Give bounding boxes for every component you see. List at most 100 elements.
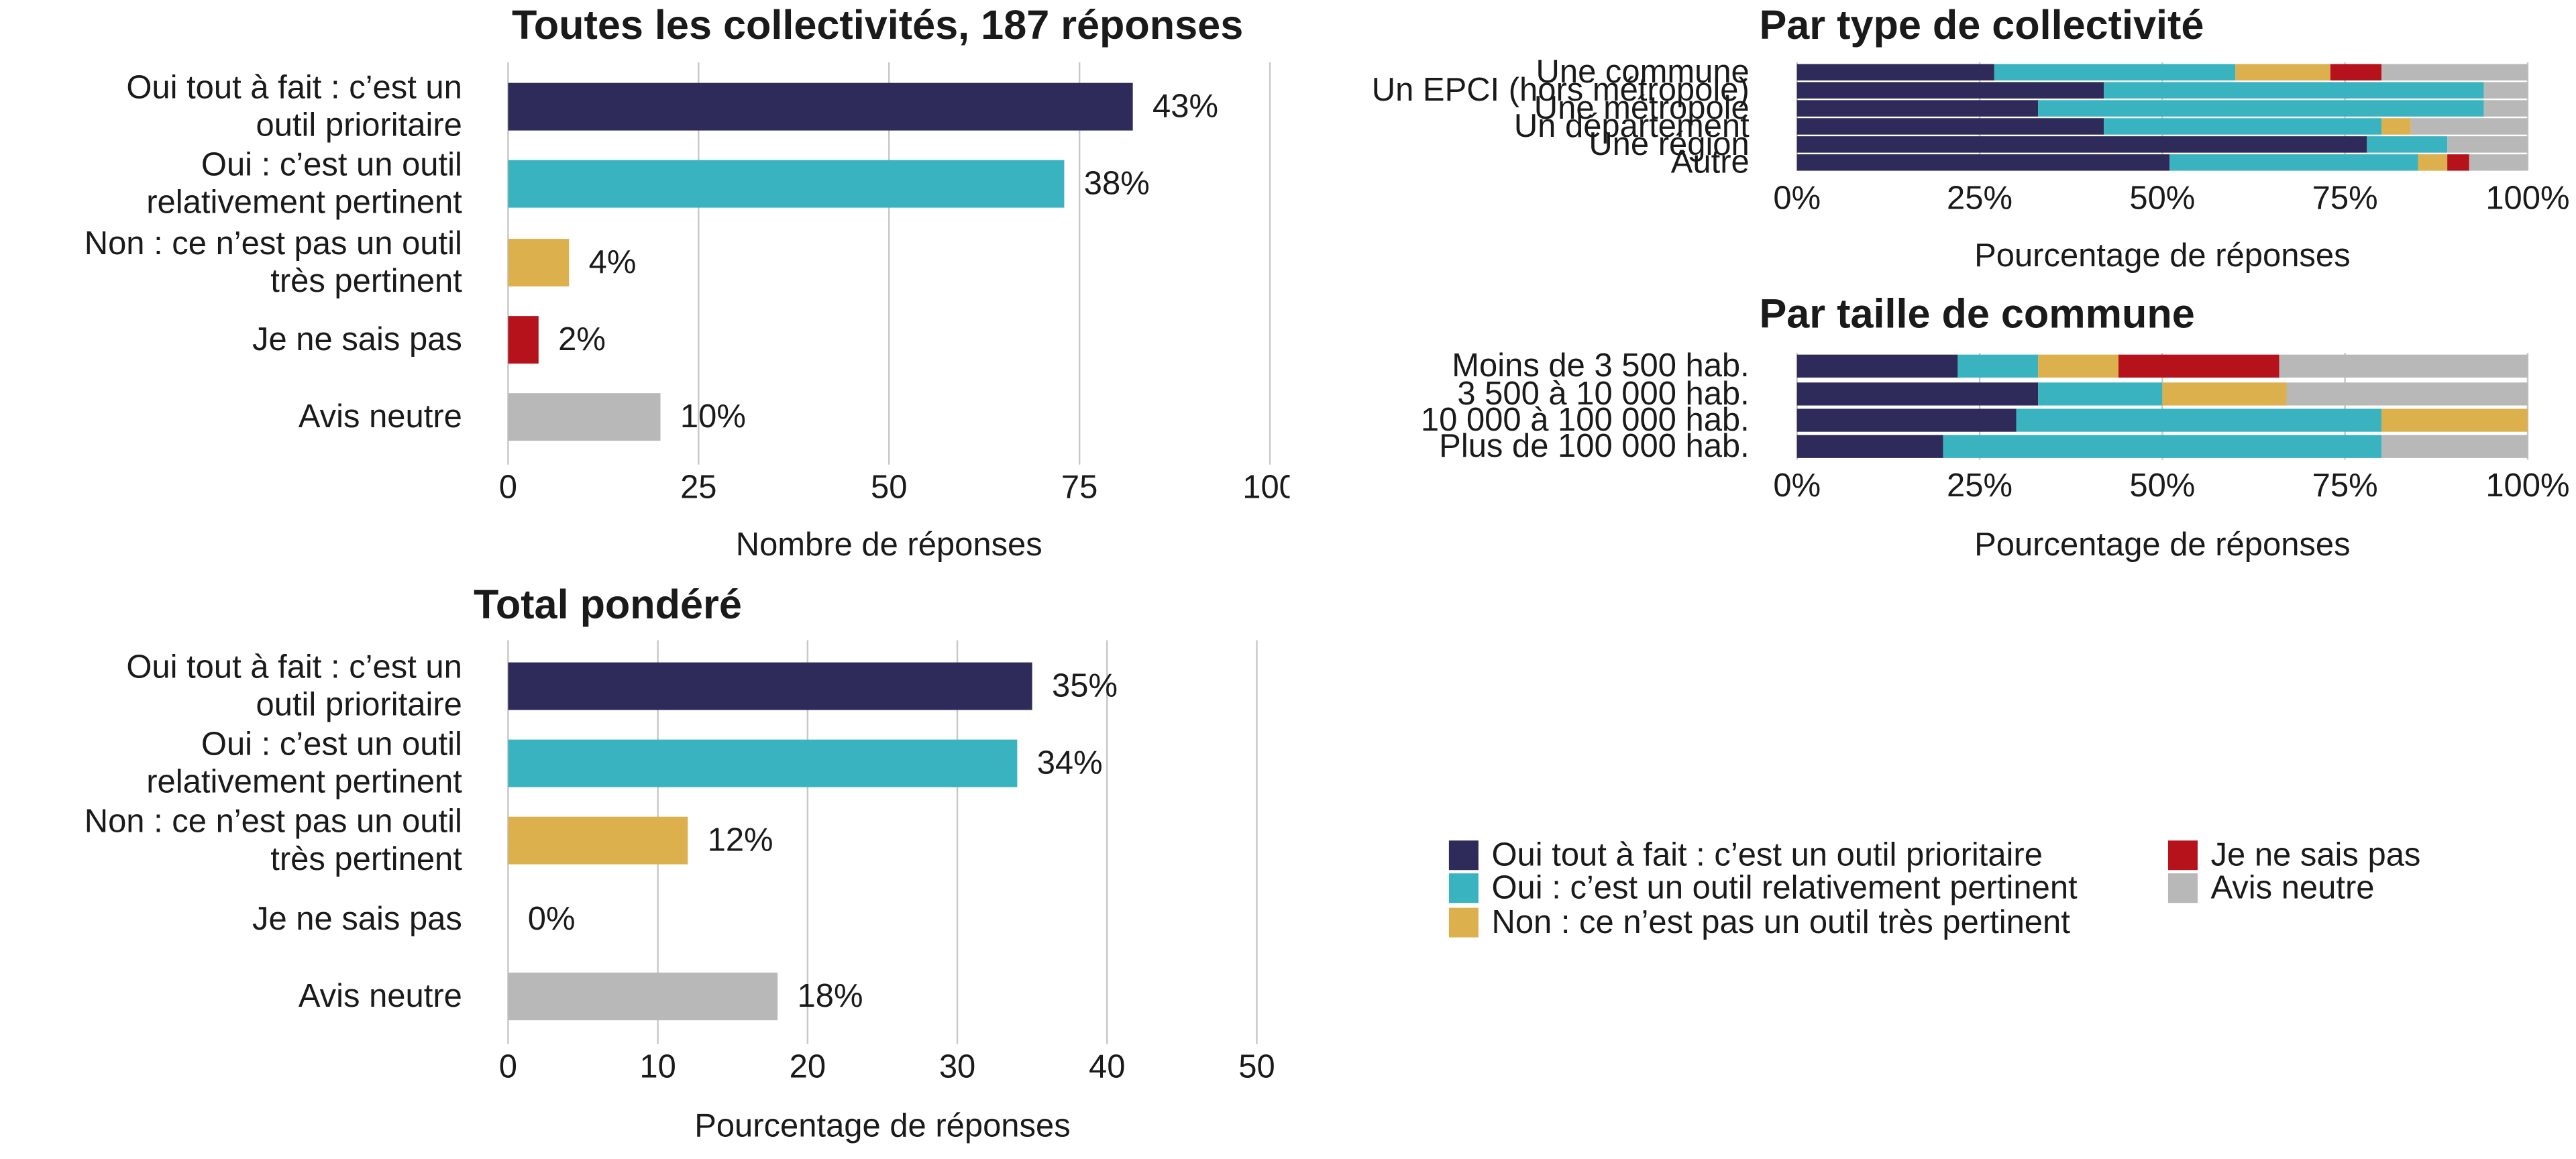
bar-segment [2038,100,2484,117]
value-label: 43% [1152,88,1218,124]
bar-segment [1943,435,2382,458]
x-tick-label: 100% [2485,467,2569,504]
x-axis-label: Pourcentage de réponses [1974,527,2350,563]
chart-panel: 0% 25% 50% 75% 100% Par taille de commune Pour… [1421,291,2570,563]
x-axis-label: Pourcentage de réponses [1974,237,2350,274]
bar-segment [1796,435,1943,458]
bar [508,662,1032,710]
bar-segment [2038,382,2163,406]
category-label: Je ne sais pas [252,321,462,357]
x-tick-label: 50% [2129,467,2195,504]
value-label: 38% [1084,166,1150,202]
x-ticks: 0 10 20 30 40 50 [499,1048,1275,1085]
category-label: Oui tout à fait : c’est un outil priorita… [126,69,462,143]
bar-segment [1796,118,2104,135]
x-tick-label: 0% [1773,467,1821,504]
chart-panel: 0% 25% 50% 75% 100% Par type de collectivité P… [1372,2,2570,274]
bar-segment [2016,408,2382,432]
chart-panel: 0 10 20 30 40 50 Total pondéré Pourcentage de r… [85,582,1275,1144]
chart-panel: 0 25 50 75 100 Toutes les collectivités, 187 … [85,2,1297,563]
bar-segment [1994,64,2236,80]
chart-title: Par type de collectivité [1759,2,2204,48]
legend-label: Oui tout à fait : c’est un outil priorit… [1492,837,2043,873]
category-label: Une métropole [1534,90,1750,126]
bar-segment [2169,154,2418,171]
x-tick-label: 50% [2129,180,2195,217]
x-tick-label: 75 [1061,469,1097,505]
bar-segment [2381,64,2528,80]
legend-label: Avis neutre [2211,870,2375,906]
category-label: Oui : c’est un outil relativement pertine… [146,726,462,799]
bar-segment [1796,382,2039,406]
x-tick-label: 25% [1947,180,2012,217]
legend-label: Je ne sais pas [2211,837,2421,873]
bar-segment [1796,82,2104,99]
bar [508,316,539,364]
category-label: Un EPCI (hors métropole) [1372,72,1750,108]
category-label: Non : ce n’est pas un outil très pertinen… [85,803,463,877]
x-tick-label: 20 [790,1048,826,1085]
category-label: Autre [1671,144,1750,180]
bar-segment [1796,354,1958,378]
x-tick-label: 25 [680,469,716,505]
x-tick-label: 25% [1947,467,2012,504]
x-tick-label: 100 [1242,469,1297,505]
x-tick-label: 10 [639,1048,676,1085]
bar-segment [2447,154,2469,171]
bar-segment [2104,82,2484,99]
value-label: 4% [589,244,637,280]
x-tick-label: 0 [499,469,517,505]
x-ticks: 0% 25% 50% 75% 100% [1773,467,2569,504]
category-label: Moins de 3 500 hab. [1452,347,1749,384]
bar-segment [2447,136,2528,153]
category-label: Plus de 100 000 hab. [1439,428,1750,464]
bar-segment [2279,354,2528,378]
category-label: Un département [1514,108,1750,144]
x-ticks: 0% 25% 50% 75% 100% [1773,180,2569,217]
category-label: Avis neutre [299,978,462,1014]
category-label: Oui : c’est un outil relativement pertine… [146,146,462,220]
bar-segment [2104,118,2382,135]
bar-segment [2235,64,2330,80]
bar-segment [2118,354,2279,378]
legend-label: Non : ce n’est pas un outil très pertine… [1492,904,2071,940]
category-label: Oui tout à fait : c’est un outil priorita… [126,649,462,722]
x-tick-label: 100% [2485,180,2569,217]
bar-segment [1796,408,2017,432]
category-label: Une commune [1536,54,1750,90]
bar [508,160,1065,208]
bar [508,739,1018,787]
bar [508,973,778,1021]
legend-swatch [1448,907,1479,938]
bar-segment [2286,382,2528,406]
bar-segment [2381,408,2528,432]
chart-title: Toutes les collectivités, 187 réponses [512,2,1243,48]
value-label: 12% [708,822,773,859]
bar-segment [2330,64,2382,80]
bar-segment [2410,118,2528,135]
value-label: 18% [798,978,863,1014]
bar-segment [2162,382,2287,406]
bar-segment [1796,100,2039,117]
legend: Oui tout à fait : c’est un outil priorit… [1448,837,2421,940]
bar-segment [1796,154,2170,171]
x-tick-label: 75% [2312,180,2378,217]
category-label: 3 500 à 10 000 hab. [1457,376,1749,412]
bar-segment [2469,154,2528,171]
chart-title: Par taille de commune [1759,291,2194,337]
legend-swatch [2167,873,2198,903]
bar-segment [2381,435,2528,458]
bar-segment [1957,354,2039,378]
x-ticks: 0 25 50 75 100 [499,469,1297,505]
x-tick-label: 30 [939,1048,975,1085]
x-tick-label: 50 [871,469,907,505]
legend-swatch [1448,873,1479,903]
bar-segment [2418,154,2448,171]
bar [508,816,688,865]
x-tick-label: 40 [1089,1048,1125,1085]
value-label: 35% [1052,667,1118,704]
category-label: Je ne sais pas [252,901,462,937]
x-tick-label: 0% [1773,180,1821,217]
bar-segment [1796,136,2367,153]
